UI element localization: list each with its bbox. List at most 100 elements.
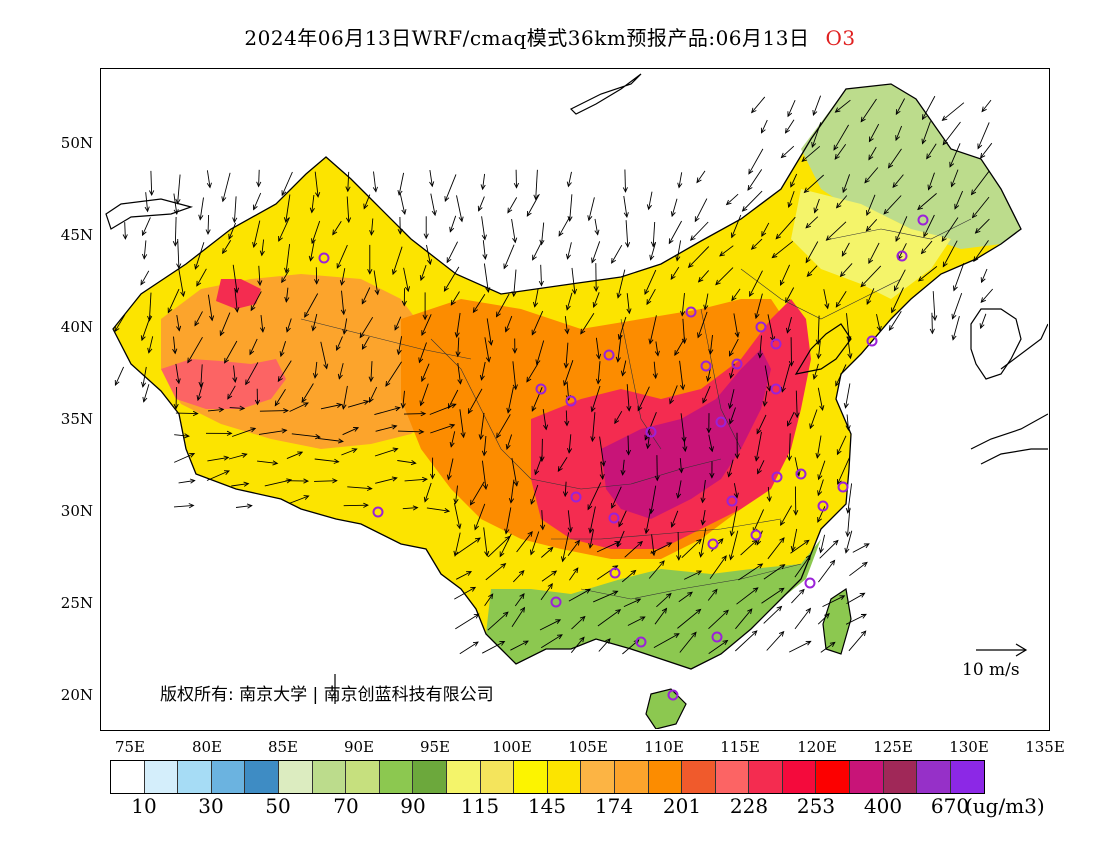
color-legend-bar	[110, 760, 986, 794]
wind-vector	[446, 241, 459, 263]
boundary-line	[430, 338, 532, 480]
wind-vector	[749, 270, 763, 297]
wind-vector-head	[366, 485, 373, 491]
wind-vector-head	[187, 357, 193, 364]
wind-vector-head	[974, 228, 981, 234]
wind-vector	[708, 640, 728, 654]
wind-vector	[141, 315, 152, 341]
station-marker	[603, 349, 615, 361]
wind-vector	[589, 506, 596, 533]
wind-vector	[761, 222, 770, 237]
wind-vector-head	[887, 162, 894, 169]
wind-vector-head	[649, 508, 655, 515]
wind-vector-head	[148, 190, 155, 197]
wind-vector	[228, 222, 237, 240]
wind-vector	[539, 619, 561, 631]
wind-vector	[486, 318, 492, 345]
wind-vector	[918, 266, 938, 282]
wind-vector	[952, 292, 963, 319]
wind-vector	[845, 383, 851, 408]
copyright-text: 版权所有: 南京大学 | 南京创蓝科技有限公司	[160, 685, 494, 705]
wind-vector	[835, 364, 847, 386]
wind-vector-head	[363, 502, 369, 508]
wind-vector	[894, 269, 906, 291]
wind-vector	[700, 528, 707, 557]
wind-vector-head	[779, 279, 785, 286]
wind-vector	[836, 195, 848, 208]
wind-vector-head	[565, 304, 571, 311]
wind-vector	[289, 402, 309, 412]
wind-vector	[374, 448, 398, 457]
wind-vector-head	[259, 327, 266, 333]
wind-vector	[917, 193, 937, 210]
wind-vector-head	[285, 326, 291, 333]
station-marker	[837, 481, 849, 493]
wind-vector	[747, 169, 763, 191]
lon-label: 100E	[492, 738, 532, 756]
wind-vector-head	[312, 372, 318, 379]
wind-vector-head	[429, 181, 435, 188]
wind-vector-head	[254, 399, 261, 406]
wind-vector-head	[654, 350, 660, 357]
wind-vector-head	[635, 598, 642, 604]
wind-vector-head	[673, 633, 680, 639]
wind-vector	[142, 366, 147, 387]
wind-vector-head	[369, 230, 375, 236]
wind-vector-head	[929, 328, 935, 335]
wind-vector	[540, 634, 563, 649]
wind-vector-head	[780, 152, 787, 159]
wind-vector	[627, 435, 630, 455]
wind-vector	[791, 589, 805, 604]
legend-swatch	[312, 761, 347, 793]
wind-vector-head	[345, 186, 351, 193]
wind-vector-head	[508, 497, 515, 504]
wind-vector	[866, 218, 878, 232]
wind-vector	[148, 292, 152, 321]
station-marker	[700, 360, 712, 372]
wind-vector	[453, 502, 461, 529]
wind-vector	[277, 360, 292, 382]
wind-vector-head	[478, 434, 484, 441]
wind-vector-head	[519, 606, 526, 613]
station-marker	[535, 383, 547, 395]
wind-vector-head	[733, 492, 739, 499]
wind-vector-head	[426, 259, 433, 266]
wind-vector-head	[787, 420, 792, 427]
wind-vector-head	[281, 277, 287, 284]
wind-vector-head	[616, 541, 622, 548]
wind-vector	[847, 336, 851, 359]
wind-vector-head	[674, 350, 680, 356]
wind-vector-head	[698, 551, 704, 558]
legend-label: 201	[662, 794, 702, 818]
wind-vector	[385, 361, 402, 387]
wind-vector-head	[611, 257, 617, 264]
wind-vector	[314, 458, 339, 463]
wind-vector	[846, 313, 850, 342]
wind-vector	[280, 341, 287, 357]
wind-vector	[823, 289, 829, 309]
wind-vector	[374, 407, 400, 416]
wind-vector	[617, 335, 622, 362]
wind-vector-head	[176, 263, 182, 270]
wind-vector-head	[585, 588, 592, 594]
wind-vector-head	[563, 380, 569, 387]
wind-vector	[788, 190, 795, 208]
wind-vector	[656, 593, 672, 608]
wind-vector-head	[505, 443, 511, 451]
legend-swatch	[917, 761, 951, 793]
red-west-core	[216, 279, 261, 309]
wind-vector	[597, 609, 621, 627]
wind-vector-head	[172, 348, 178, 355]
wind-vector-head	[734, 453, 740, 460]
wind-vector	[736, 587, 759, 605]
wind-vector-head	[700, 519, 706, 526]
wind-vector-head	[921, 138, 927, 145]
wind-vector	[420, 264, 427, 281]
wind-vector-head	[431, 210, 437, 217]
wind-vector-head	[418, 429, 425, 435]
wind-vector-head	[839, 595, 846, 600]
wind-vector	[317, 437, 343, 442]
wind-vector	[564, 316, 568, 334]
wind-vector	[261, 239, 265, 256]
wind-vector-head	[422, 314, 428, 321]
